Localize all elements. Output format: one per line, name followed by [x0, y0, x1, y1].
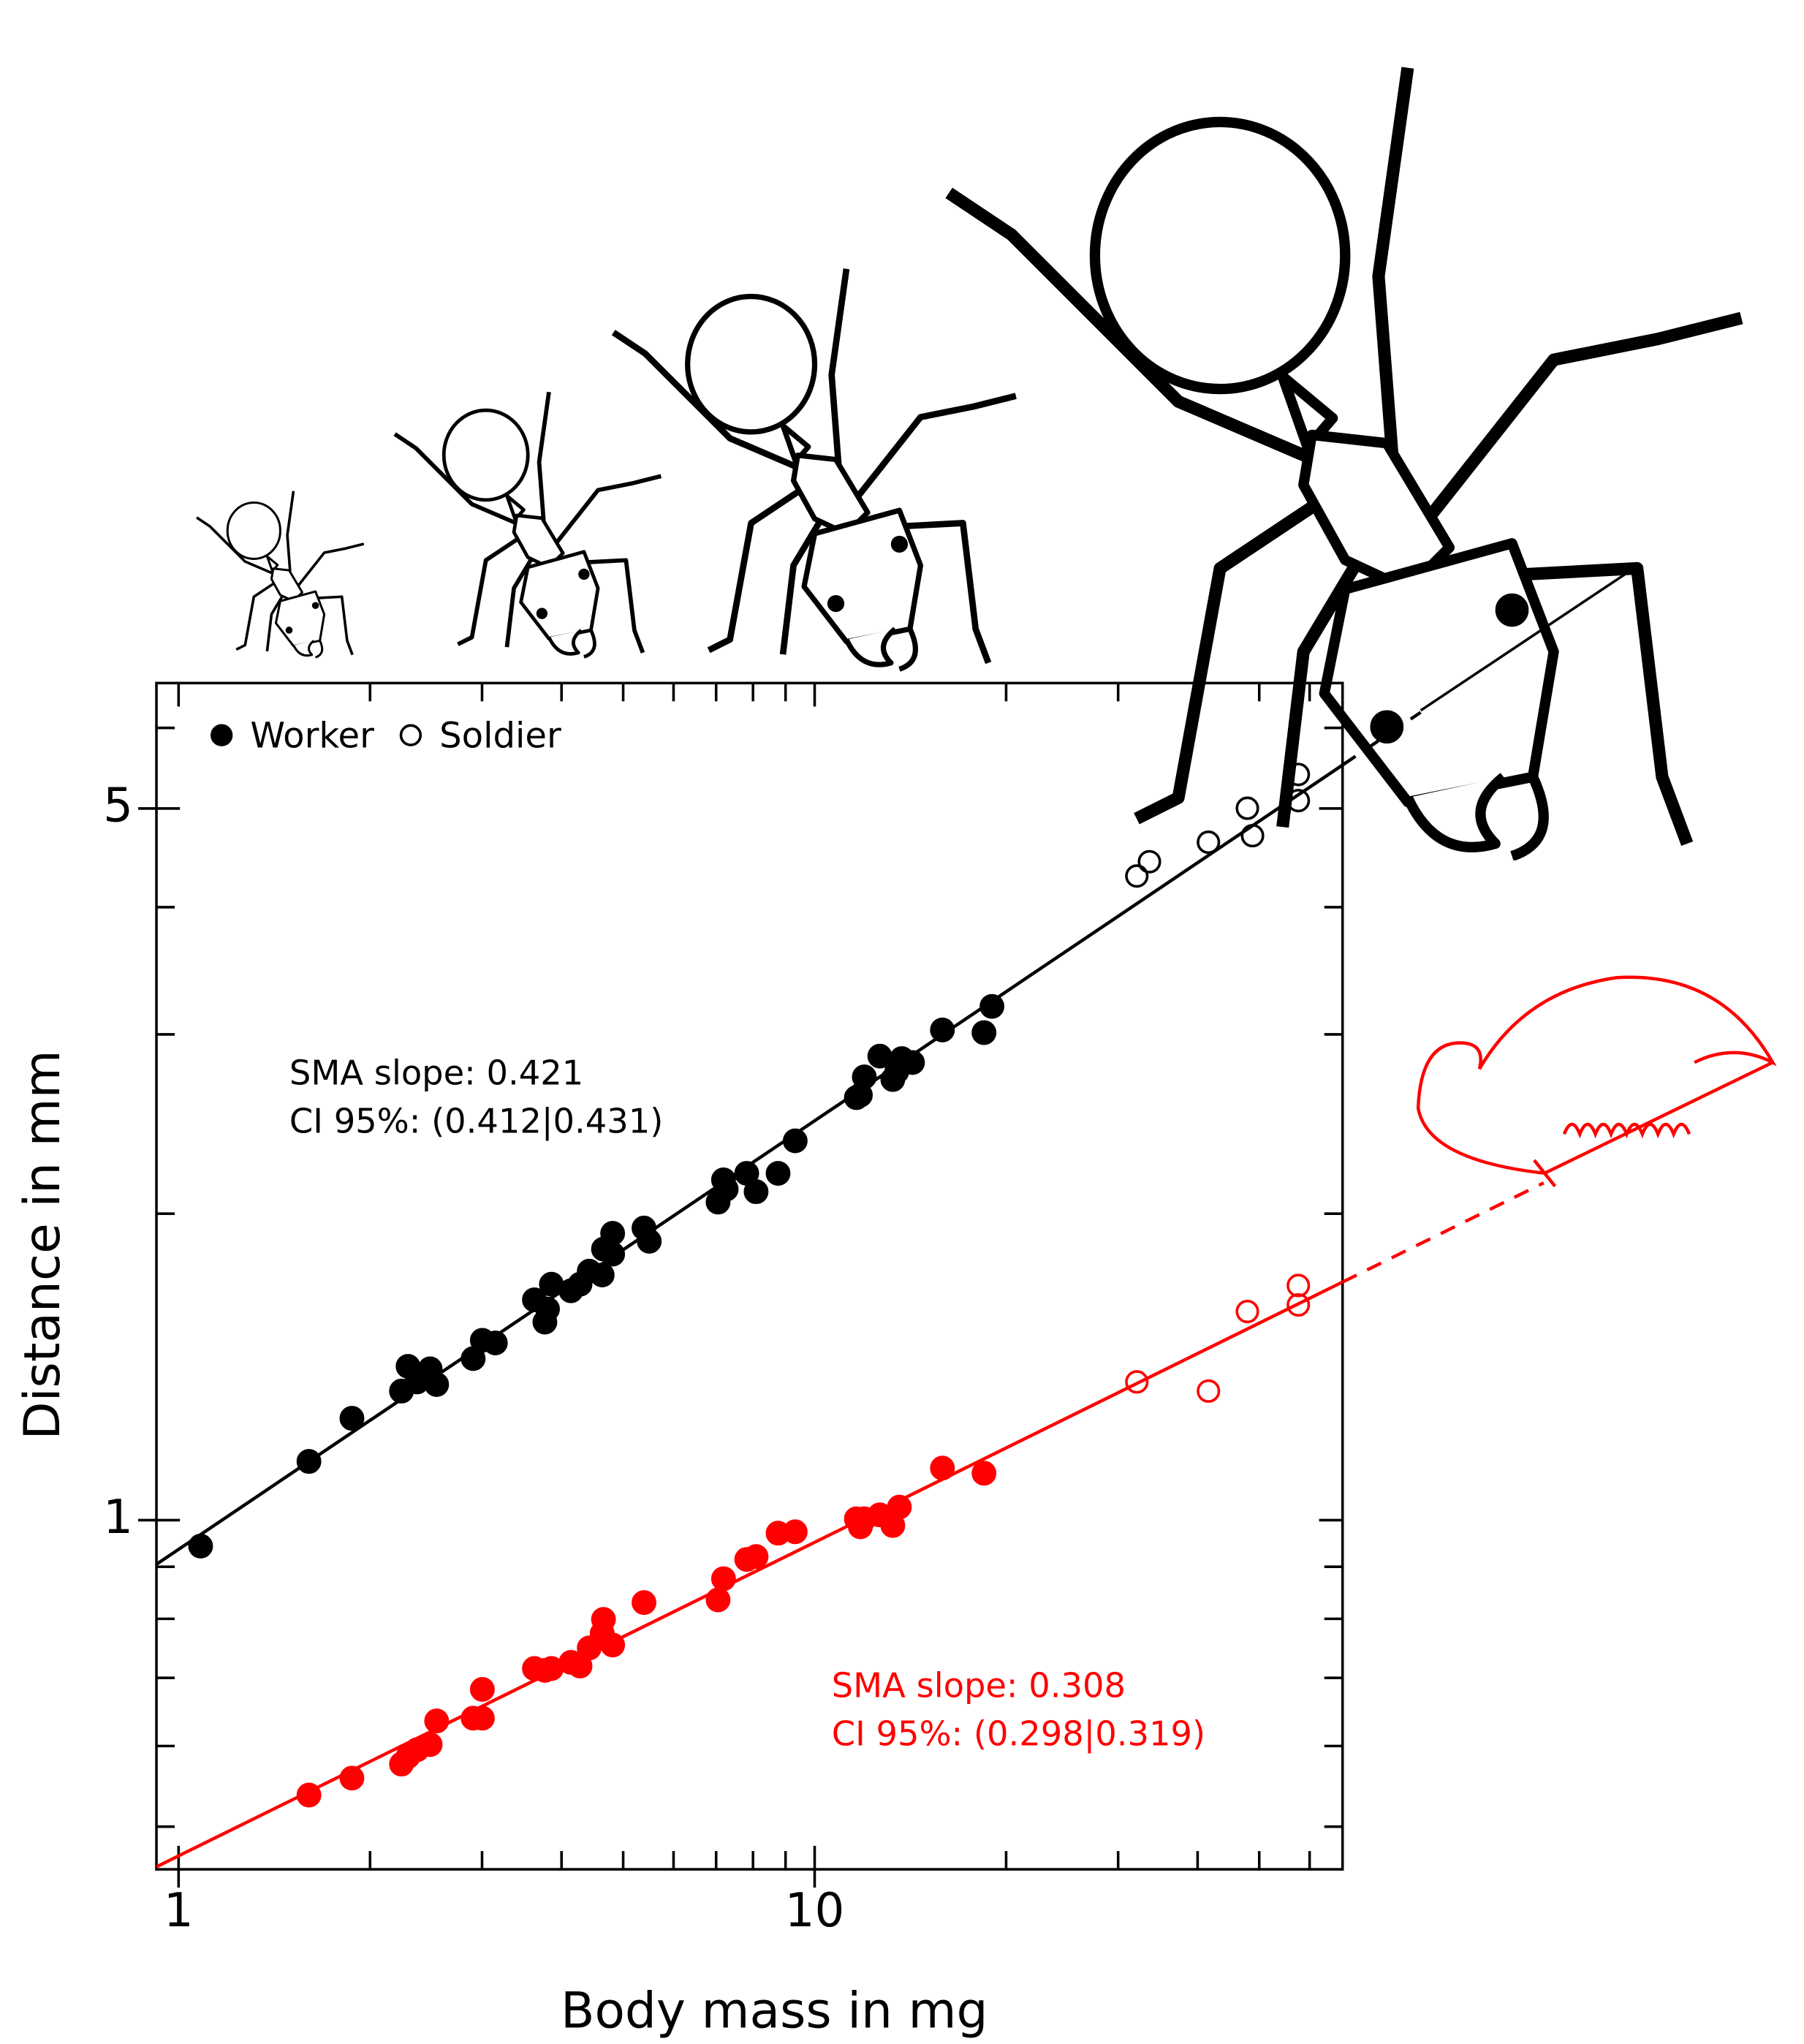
- ant-drawing: [613, 269, 1016, 670]
- series: Soldier: [1125, 762, 1311, 888]
- y-tick-label: 5: [103, 779, 133, 833]
- fit-annotation: CI 95%: (0.412|0.431): [289, 1102, 663, 1142]
- point: [339, 1765, 365, 1791]
- point: [535, 1296, 560, 1322]
- fit-line: [156, 1280, 1343, 1869]
- plot-frame: [155, 681, 1344, 1871]
- ant-drawing: [197, 491, 364, 657]
- point: [188, 1533, 213, 1559]
- point: [887, 1494, 912, 1520]
- fit-annotation: SMA slope: 0.308: [832, 1666, 1126, 1706]
- point: [424, 1371, 450, 1397]
- legend-marker: [399, 724, 422, 746]
- point: [782, 1519, 808, 1545]
- point: [710, 1566, 736, 1591]
- fit-annotation: SMA slope: 0.421: [289, 1053, 583, 1093]
- point: [600, 1241, 626, 1267]
- point: [930, 1017, 955, 1042]
- fit-extension: [1341, 1181, 1545, 1284]
- point: [713, 1176, 739, 1202]
- point: [424, 1708, 450, 1734]
- point: [782, 1128, 808, 1154]
- point: [765, 1161, 791, 1186]
- point: [591, 1607, 616, 1632]
- x-tick-label: 1: [164, 1883, 194, 1938]
- point: [339, 1406, 365, 1431]
- point: [482, 1331, 508, 1355]
- point: [900, 1050, 925, 1075]
- point: [632, 1590, 656, 1616]
- point: [1125, 1370, 1149, 1394]
- point: [971, 1461, 997, 1486]
- point: [1286, 1273, 1311, 1298]
- point: [1197, 1379, 1221, 1403]
- point: [1125, 864, 1149, 888]
- point: [1197, 830, 1221, 855]
- point: [637, 1228, 662, 1254]
- point: [296, 1449, 322, 1475]
- point: [1286, 762, 1311, 787]
- x-axis-label: Body mass in mg: [561, 1982, 988, 2040]
- point: [971, 1020, 997, 1045]
- point: [600, 1221, 626, 1246]
- point: [1286, 789, 1311, 813]
- point: [979, 993, 1005, 1019]
- point: [1235, 796, 1259, 820]
- series: Soldier: [1125, 1273, 1311, 1403]
- point: [469, 1706, 495, 1731]
- series: Worker: [296, 1456, 997, 1808]
- series: Worker: [188, 993, 1005, 1559]
- fit-annotation: CI 95%: (0.298|0.319): [832, 1714, 1205, 1755]
- mandible-drawing: [1416, 975, 1777, 1188]
- x-tick-label: 10: [785, 1883, 845, 1938]
- point: [1286, 1292, 1311, 1317]
- point: [1240, 824, 1265, 848]
- legend-label: Worker: [250, 715, 374, 756]
- head-measure-line: [1420, 566, 1637, 712]
- point: [1137, 849, 1161, 874]
- legend-marker: [211, 724, 233, 746]
- point: [296, 1782, 322, 1808]
- legend-label: Soldier: [439, 715, 561, 756]
- point: [1235, 1299, 1259, 1324]
- point: [589, 1263, 615, 1288]
- point: [852, 1064, 877, 1090]
- y-tick-label: 1: [103, 1490, 133, 1545]
- ant-drawing: [395, 392, 661, 656]
- ant-illustrations: [197, 68, 1777, 1188]
- ant-drawing: [949, 68, 1741, 856]
- point: [600, 1632, 626, 1658]
- point: [469, 1676, 495, 1702]
- point: [705, 1587, 731, 1613]
- point: [417, 1732, 443, 1757]
- point: [930, 1456, 955, 1481]
- point: [743, 1544, 769, 1570]
- point: [743, 1179, 769, 1205]
- y-axis-label: Distance in mm: [13, 1050, 71, 1439]
